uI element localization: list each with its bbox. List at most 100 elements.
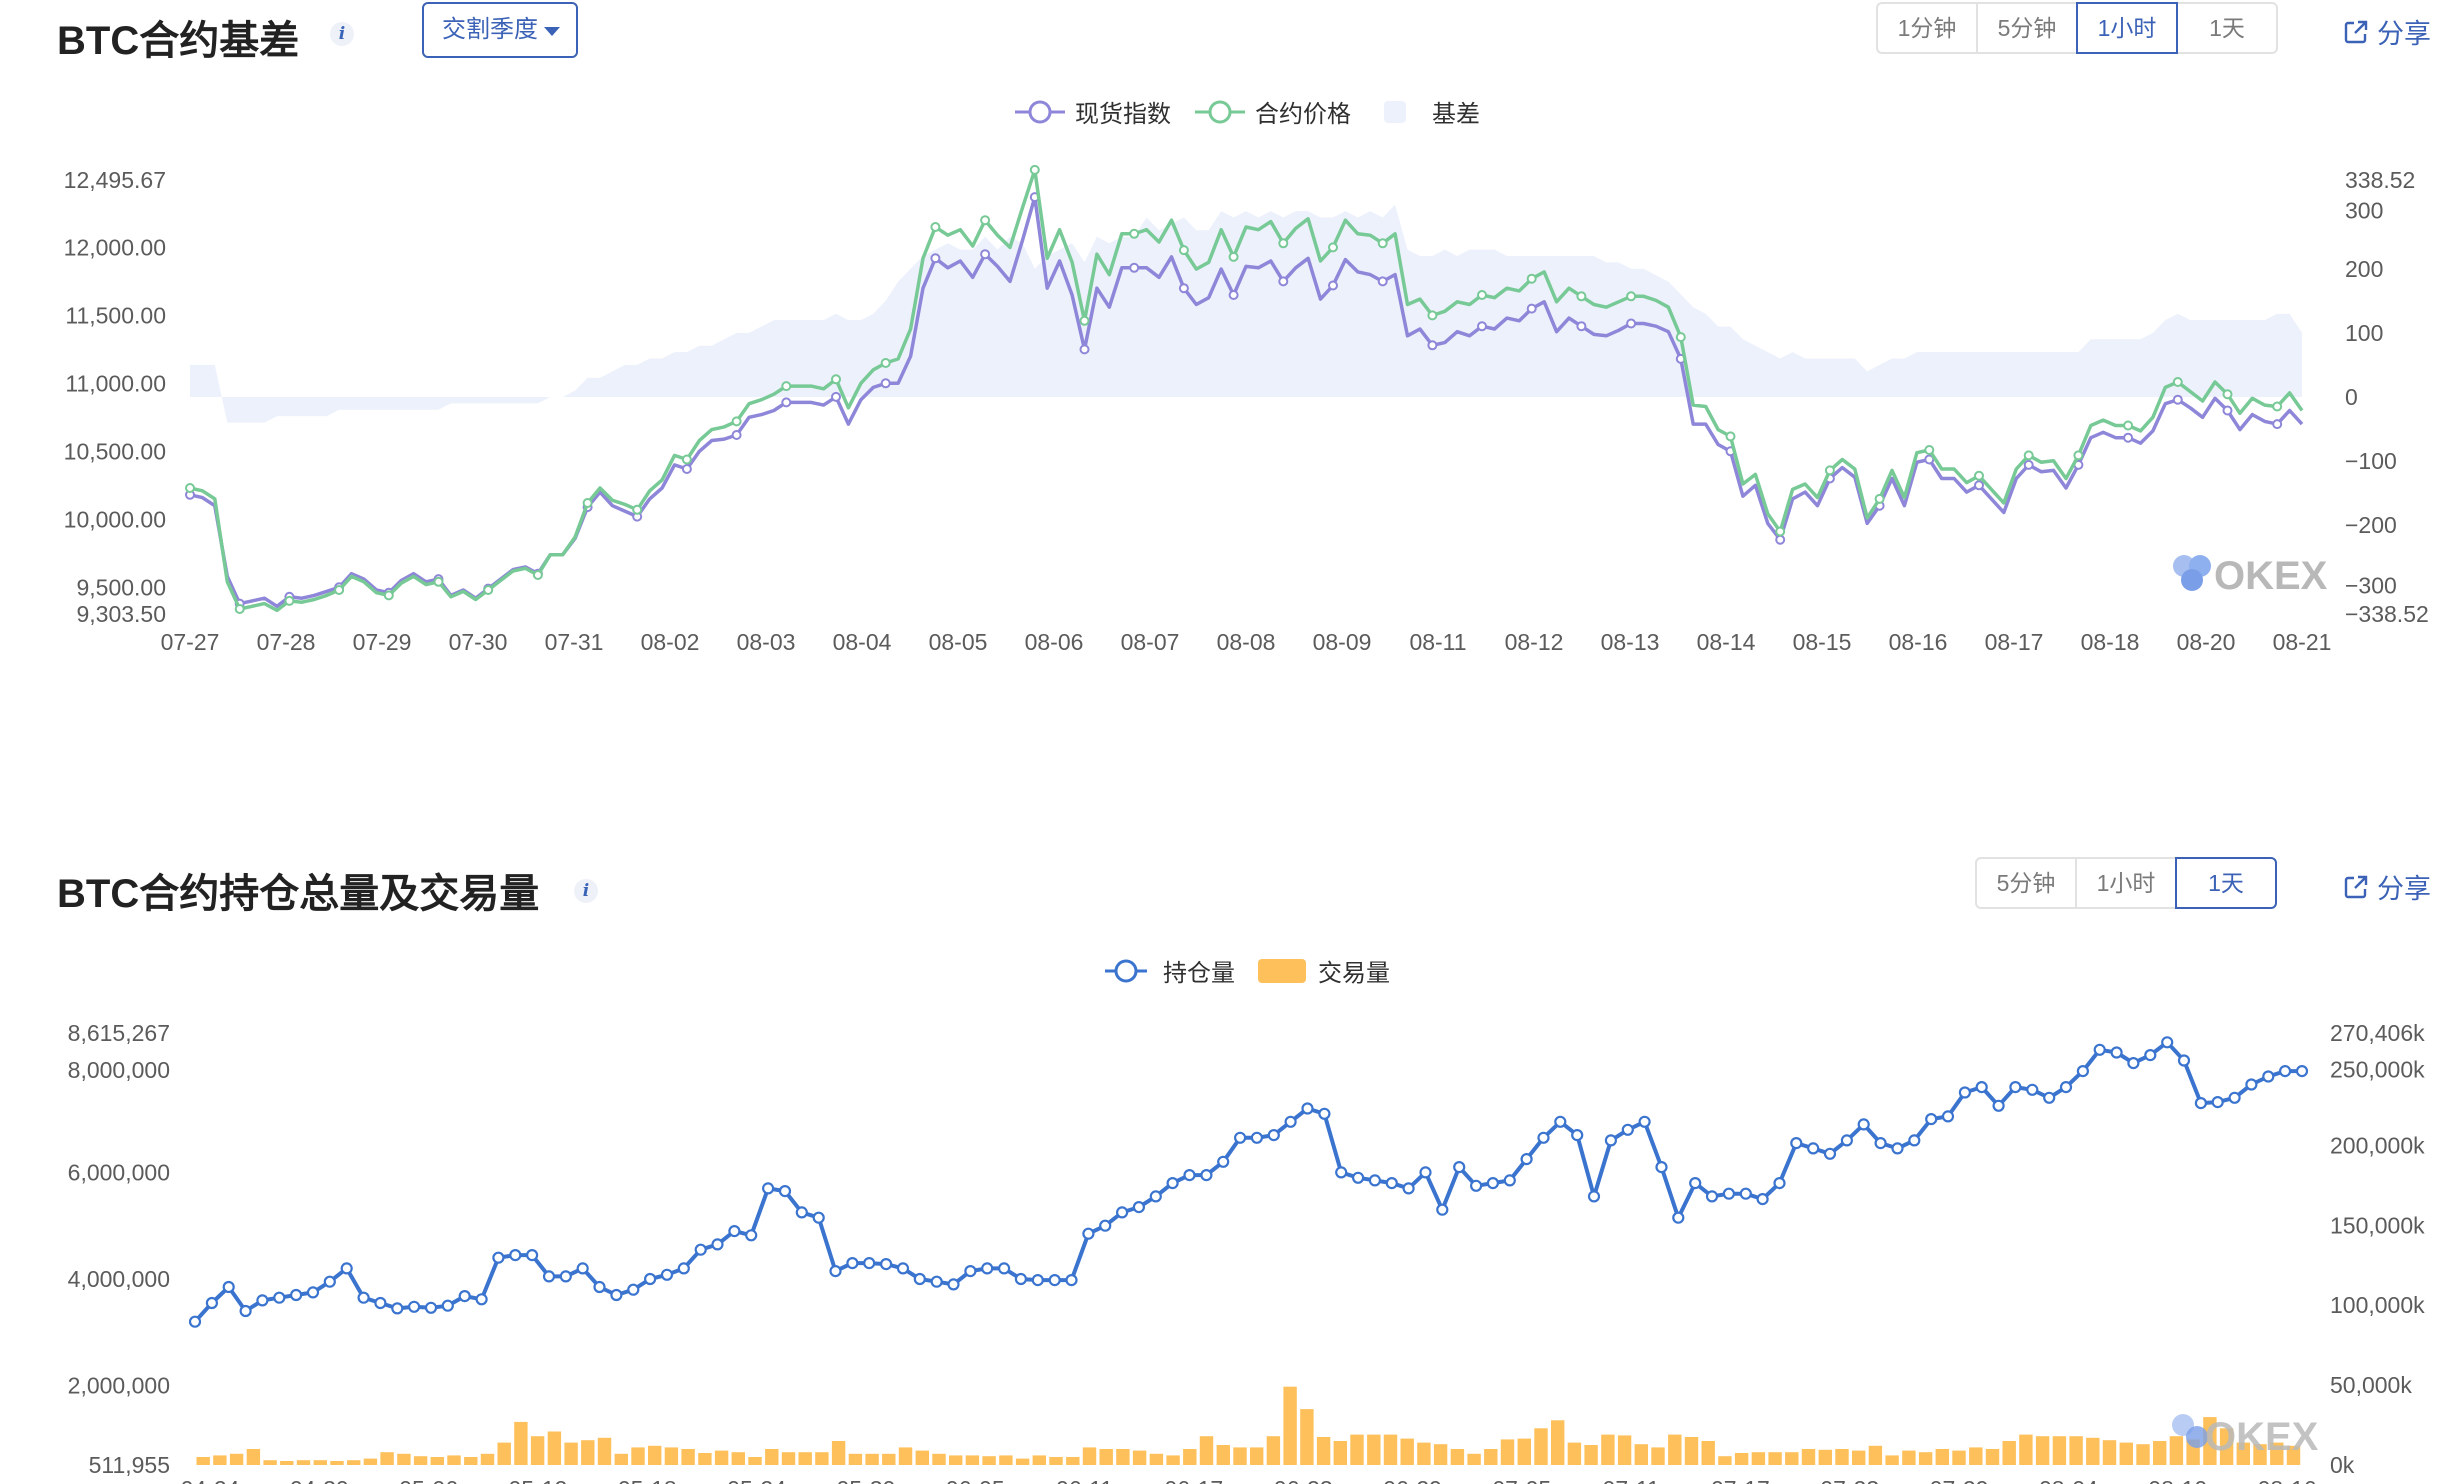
data-point-open-interest	[1554, 1115, 1567, 1128]
oi-info-icon[interactable]: i	[574, 879, 598, 903]
data-point-open-interest	[290, 1288, 303, 1302]
x-tick-label: 08-08	[1217, 629, 1276, 655]
x-tick-label: 04-30	[290, 1476, 349, 1484]
data-point-futures	[2222, 389, 2233, 400]
volume-bar	[1066, 1457, 1080, 1465]
data-point-futures	[781, 381, 792, 392]
data-point-open-interest	[1722, 1187, 1736, 1200]
volume-bar	[2069, 1436, 2083, 1465]
basis-info-icon[interactable]: i	[330, 22, 354, 46]
oi-timeframe-1day[interactable]: 1天	[2175, 857, 2277, 909]
y-right-tick-label: 0	[2345, 384, 2358, 410]
data-point-open-interest	[576, 1262, 589, 1275]
volume-bar	[1032, 1455, 1046, 1465]
data-point-spot	[681, 464, 692, 474]
volume-bar	[597, 1437, 612, 1465]
volume-bar	[2236, 1442, 2250, 1465]
x-tick-label: 06-05	[946, 1476, 1005, 1484]
data-point-open-interest	[863, 1257, 876, 1270]
data-point-spot	[980, 249, 991, 260]
volume-bar	[631, 1447, 645, 1465]
oi-title: BTC合约持仓总量及交易量	[57, 872, 540, 916]
basis-title: BTC合约基差	[57, 19, 300, 63]
volume-bar	[1517, 1438, 1531, 1465]
x-tick-label: 08-13	[1601, 629, 1660, 655]
volume-bar	[664, 1447, 679, 1465]
volume-bar	[2253, 1444, 2267, 1465]
y-left-tick-label: 2,000,000	[68, 1373, 170, 1399]
volume-bar	[2086, 1437, 2100, 1465]
y-left-tick-label: 11,500.00	[65, 302, 166, 328]
oi-timeframe-1hour[interactable]: 1小时	[2075, 857, 2177, 909]
data-point-open-interest	[1351, 1171, 1365, 1184]
data-point-futures	[2172, 377, 2183, 387]
volume-bar	[1216, 1445, 1230, 1465]
data-point-spot	[2023, 459, 2034, 470]
data-point-open-interest	[643, 1272, 657, 1286]
volume-bar	[1300, 1409, 1314, 1465]
data-point-open-interest	[1368, 1174, 1382, 1187]
x-tick-label: 07-05	[1492, 1476, 1551, 1484]
volume-bar	[363, 1458, 378, 1465]
data-point-open-interest	[1992, 1099, 2005, 1112]
data-point-open-interest	[1975, 1081, 1988, 1094]
data-point-spot	[831, 391, 841, 402]
volume-bar	[347, 1460, 361, 1465]
basis-timeframe-1min[interactable]: 1分钟	[1876, 2, 1978, 54]
y-right-tick-label: −100	[2345, 448, 2397, 474]
volume-bar	[1467, 1453, 1481, 1465]
data-point-open-interest	[408, 1300, 421, 1313]
basis-timeframe-1day[interactable]: 1天	[2176, 2, 2278, 54]
contract-type-dropdown[interactable]: 交割季度	[422, 2, 578, 58]
oi-volume-chart: 持仓量 交易量 8,615,267 8,000,000 6,000,000 4,000,0…	[68, 959, 2425, 1484]
data-point-open-interest	[2262, 1070, 2275, 1083]
volume-bar	[430, 1457, 444, 1465]
y-right-tick-label: 250,000k	[2330, 1057, 2425, 1083]
y-right-tick-label: −338.52	[2345, 601, 2429, 627]
data-point-open-interest	[1335, 1166, 1348, 1179]
data-point-open-interest	[2211, 1096, 2224, 1109]
oi-share-button[interactable]: 分享	[2343, 867, 2431, 906]
data-point-open-interest	[1756, 1193, 1769, 1206]
data-point-open-interest	[964, 1265, 977, 1278]
x-tick-label: 08-12	[1505, 629, 1564, 655]
data-point-futures	[2272, 401, 2283, 412]
data-point-open-interest	[1571, 1129, 1584, 1142]
data-point-futures	[681, 454, 692, 465]
data-point-open-interest	[323, 1275, 336, 1288]
volume-bar	[1768, 1452, 1782, 1465]
oi-timeframe-5min[interactable]: 5分钟	[1975, 857, 2077, 909]
x-tick-label: 06-29	[1383, 1476, 1442, 1484]
volume-bar	[1668, 1434, 1682, 1465]
basis-timeframe-1hour[interactable]: 1小时	[2076, 2, 2178, 54]
basis-share-label: 分享	[2377, 19, 2431, 49]
volume-bar	[614, 1453, 628, 1465]
volume-bar	[2219, 1428, 2234, 1465]
y-left-tick-label: 12,000.00	[64, 234, 166, 260]
data-point-open-interest	[391, 1302, 404, 1315]
volume-bar	[1634, 1444, 1648, 1465]
oi-timeframe-selector: 5分钟 1小时 1天	[1975, 857, 2277, 909]
x-tick-label: 05-30	[836, 1476, 895, 1484]
volume-bar	[280, 1461, 294, 1465]
legend-label-volume: 交易量	[1318, 960, 1390, 987]
data-point-open-interest	[2043, 1091, 2056, 1104]
x-tick-label: 07-30	[449, 629, 508, 655]
data-point-open-interest	[205, 1296, 218, 1310]
legend-label-1: 合约价格	[1255, 101, 1351, 128]
volume-bar	[2169, 1436, 2184, 1465]
data-point-open-interest	[340, 1262, 353, 1275]
volume-bar	[798, 1452, 812, 1465]
basis-share-button[interactable]: 分享	[2343, 12, 2431, 51]
x-tick-label: 08-03	[737, 629, 796, 655]
data-point-open-interest	[188, 1315, 202, 1328]
data-point-futures	[930, 222, 941, 232]
volume-bar	[1885, 1455, 1899, 1465]
volume-bar	[1734, 1453, 1749, 1465]
basis-chart: 现货指数 合约价格 基差 12,495.67 12,000.00 11,500.00 11,…	[64, 100, 2429, 655]
volume-bar	[765, 1449, 779, 1465]
data-point-spot	[1129, 262, 1140, 273]
volume-bar	[848, 1453, 863, 1465]
data-point-open-interest	[1520, 1153, 1533, 1166]
volume-bar	[1584, 1445, 1598, 1465]
